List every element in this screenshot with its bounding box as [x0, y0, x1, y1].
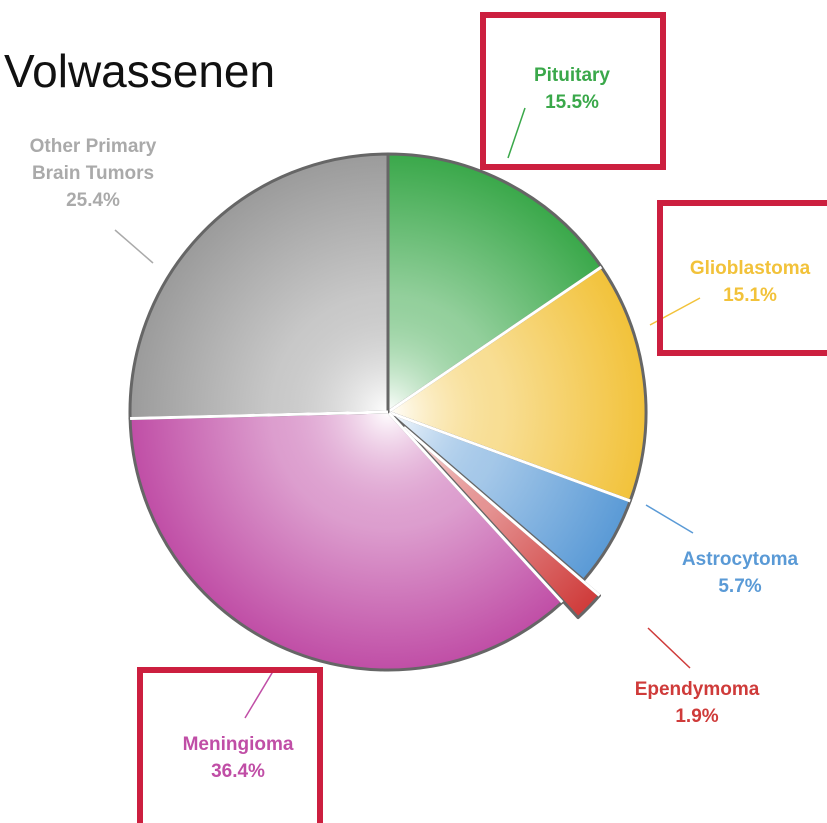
category-label: Other Primary Brain Tumors: [29, 136, 157, 184]
leader-lines: [114, 107, 701, 719]
value-label: 15.1%: [723, 285, 777, 306]
category-label: Glioblastoma: [689, 258, 811, 279]
slice-label: Glioblastoma 15.1%: [665, 255, 827, 309]
value-label: 1.9%: [675, 706, 719, 727]
leader-line: [114, 229, 154, 264]
pie-slice: [128, 152, 390, 420]
highlight-box: [480, 12, 666, 170]
pie: [128, 152, 648, 672]
chart-title: Volwassenen: [4, 45, 276, 97]
value-label: 15.5%: [545, 92, 599, 113]
slice-label: Pituitary 15.5%: [507, 62, 637, 116]
category-label: Ependymoma: [634, 679, 760, 700]
highlight-box: [657, 200, 827, 356]
slice-label: Other Primary Brain Tumors 25.4%: [18, 133, 168, 214]
category-label: Pituitary: [533, 65, 611, 86]
pie-slice: [128, 410, 564, 672]
value-label: 36.4%: [211, 761, 265, 782]
pie-slice: [386, 265, 648, 503]
slice-label: Ependymoma 1.9%: [612, 676, 782, 730]
leader-line: [244, 667, 276, 719]
highlight-box: [137, 667, 323, 823]
slice-label: Astrocytoma 5.7%: [655, 546, 825, 600]
value-label: 5.7%: [718, 576, 762, 597]
category-label: Meningioma: [182, 734, 294, 755]
leader-line: [507, 107, 526, 159]
pie-slice: [386, 152, 603, 414]
category-label: Astrocytoma: [681, 549, 799, 570]
slice-label: Meningioma 36.4%: [153, 731, 323, 785]
value-label: 25.4%: [66, 190, 120, 211]
leader-line: [647, 627, 691, 669]
highlight-boxes: [137, 12, 827, 823]
leader-line: [645, 504, 694, 534]
